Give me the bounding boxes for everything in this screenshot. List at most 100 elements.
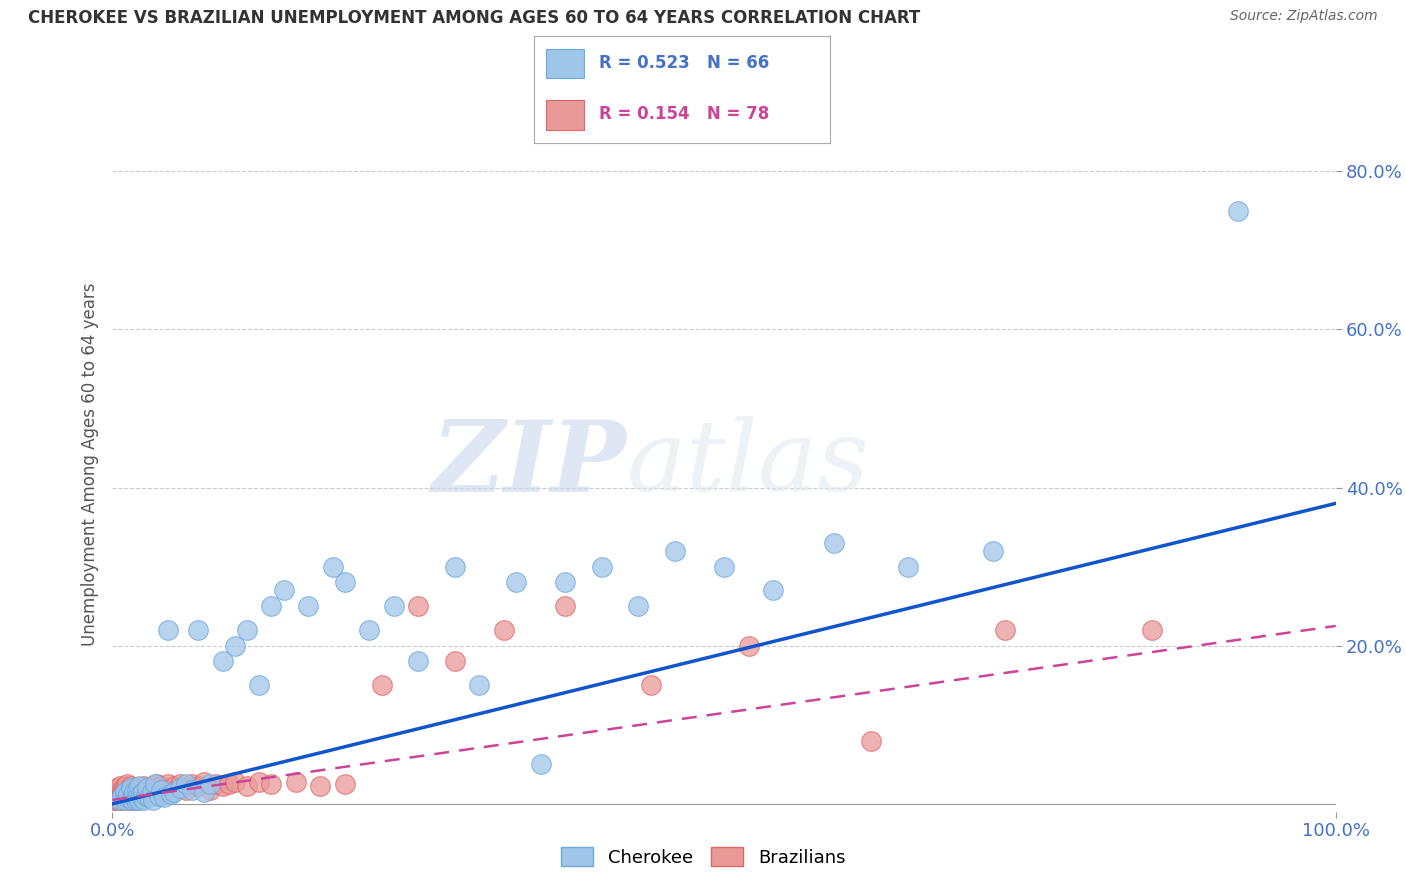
Legend: Cherokee, Brazilians: Cherokee, Brazilians	[554, 840, 852, 874]
Point	[114, 780, 136, 794]
Point	[163, 780, 186, 794]
Point	[120, 780, 142, 794]
Point	[218, 777, 240, 791]
Point	[128, 788, 150, 801]
Point	[110, 788, 132, 801]
Point	[120, 780, 142, 795]
Point	[105, 780, 128, 795]
Point	[107, 785, 129, 799]
Point	[187, 623, 209, 637]
Point	[169, 780, 191, 795]
Point	[121, 793, 143, 807]
Point	[762, 583, 785, 598]
Point	[143, 777, 166, 791]
Point	[105, 790, 128, 805]
Point	[120, 793, 142, 807]
Point	[135, 780, 157, 795]
Point	[124, 785, 146, 799]
Point	[111, 789, 134, 803]
Point	[284, 774, 308, 789]
Point	[125, 785, 148, 799]
Point	[505, 575, 527, 590]
Point	[156, 777, 179, 791]
Point	[554, 599, 576, 614]
Point	[160, 785, 183, 799]
Point	[408, 655, 430, 669]
Point	[115, 793, 138, 807]
Point	[640, 678, 662, 692]
Point	[664, 543, 686, 558]
Point	[1142, 623, 1164, 637]
Bar	[546, 48, 585, 78]
Point	[103, 793, 125, 807]
Point	[115, 790, 138, 805]
Point	[127, 793, 149, 807]
Point	[122, 793, 145, 807]
Point	[114, 793, 136, 807]
Point	[150, 780, 173, 794]
Point	[128, 780, 150, 794]
Point	[108, 790, 131, 805]
Point	[145, 777, 167, 791]
Point	[117, 793, 139, 807]
Point	[174, 782, 197, 797]
Point	[193, 774, 215, 789]
Point	[1226, 203, 1249, 218]
Point	[156, 623, 179, 637]
Point	[224, 639, 246, 653]
Point	[205, 777, 228, 791]
Point	[124, 788, 146, 801]
Point	[118, 782, 141, 797]
Point	[120, 791, 142, 805]
Point	[174, 777, 197, 791]
Point	[121, 785, 143, 799]
Point	[713, 559, 735, 574]
Point	[122, 789, 145, 803]
Point	[105, 788, 128, 801]
Point	[211, 655, 233, 669]
Point	[138, 790, 160, 805]
Point	[981, 543, 1004, 558]
Point	[112, 793, 135, 807]
Point	[492, 623, 515, 637]
Text: R = 0.154   N = 78: R = 0.154 N = 78	[599, 105, 769, 123]
Point	[224, 774, 246, 789]
Point	[125, 793, 148, 807]
Point	[370, 678, 392, 692]
Point	[211, 780, 233, 794]
Point	[181, 777, 204, 791]
Point	[138, 788, 160, 801]
Point	[141, 785, 163, 799]
Point	[309, 780, 332, 794]
Point	[200, 782, 222, 797]
Point	[169, 777, 191, 791]
Point	[134, 790, 156, 805]
Point	[134, 780, 156, 794]
Point	[125, 790, 148, 805]
Point	[127, 789, 149, 803]
Point	[529, 757, 551, 772]
Point	[117, 788, 139, 801]
Text: R = 0.523   N = 66: R = 0.523 N = 66	[599, 54, 769, 72]
Point	[135, 782, 157, 797]
Point	[114, 785, 136, 799]
Point	[153, 790, 176, 805]
Point	[111, 790, 134, 805]
Text: Source: ZipAtlas.com: Source: ZipAtlas.com	[1230, 9, 1378, 23]
Point	[131, 791, 153, 805]
Point	[129, 790, 152, 805]
Point	[125, 790, 148, 805]
Point	[297, 599, 319, 614]
Point	[160, 788, 183, 801]
Point	[111, 782, 134, 797]
Point	[148, 789, 170, 803]
Point	[129, 788, 152, 801]
Point	[132, 785, 155, 799]
Point	[101, 789, 124, 803]
Point	[897, 559, 920, 574]
Point	[359, 623, 381, 637]
Point	[468, 678, 491, 692]
Point	[823, 536, 845, 550]
Point	[322, 559, 344, 574]
Point	[132, 785, 155, 799]
